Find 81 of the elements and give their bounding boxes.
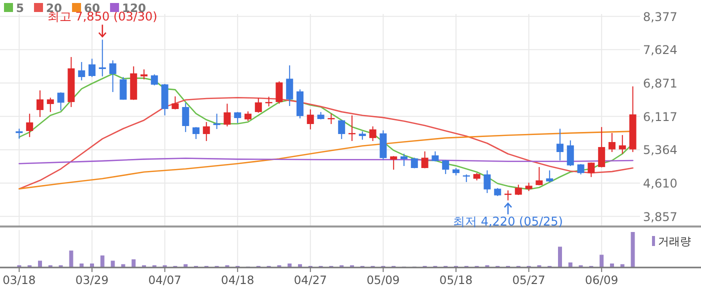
candlestick	[421, 150, 428, 169]
candlestick	[224, 103, 231, 127]
candlestick	[98, 39, 106, 77]
bar	[184, 264, 188, 267]
candlestick	[588, 162, 595, 178]
candlestick	[182, 102, 190, 133]
candlestick	[254, 98, 262, 114]
x-tick-label: 03/18	[2, 273, 36, 287]
candlestick	[566, 140, 574, 167]
candlestick	[286, 64, 294, 107]
bar	[132, 259, 136, 267]
candlestick	[202, 122, 210, 142]
bar	[38, 260, 42, 267]
candlestick	[140, 68, 148, 80]
candlestick	[536, 166, 543, 186]
candlestick	[432, 150, 439, 162]
candlestick	[556, 128, 564, 161]
y-tick-label: 7,624	[643, 43, 678, 58]
candlestick	[504, 190, 512, 201]
bar	[80, 264, 84, 267]
candlestick	[234, 112, 242, 124]
bar	[558, 246, 562, 267]
x-tick-label: 04/18	[221, 273, 254, 287]
x-tick-label: 05/18	[439, 273, 473, 287]
candlestick	[348, 114, 356, 142]
candlestick	[172, 96, 179, 110]
bar	[298, 264, 302, 267]
bar	[288, 264, 292, 267]
y-tick-label: 4,610	[643, 176, 678, 191]
bar	[620, 264, 624, 267]
bar	[600, 254, 604, 267]
candlestick	[369, 126, 376, 142]
x-tick-label: 06/09	[585, 273, 618, 287]
candlestick	[244, 110, 252, 122]
y-tick-label: 5,364	[643, 143, 678, 158]
legend-label: 거래량	[658, 235, 691, 248]
bar	[90, 264, 94, 267]
bar	[568, 262, 572, 267]
candlestick	[577, 164, 584, 175]
candlestick	[338, 120, 346, 140]
candlestick	[328, 113, 335, 125]
legend: 거래량	[652, 235, 691, 248]
candlestick	[306, 108, 314, 130]
candlestick	[46, 97, 54, 113]
candlestick	[192, 126, 200, 140]
candlestick	[88, 58, 96, 78]
x-tick-label: 05/09	[366, 273, 400, 287]
annotation: 최저 4,220 (05/25)	[453, 214, 563, 228]
y-tick-label: 6,117	[643, 110, 678, 124]
candlestick	[109, 60, 116, 93]
candlestick	[514, 184, 522, 196]
bar	[630, 232, 635, 267]
candlestick	[120, 76, 127, 100]
y-tick-label: 8,377	[643, 10, 678, 24]
candlestick	[57, 92, 64, 111]
x-tick-label: 05/27	[512, 273, 546, 287]
candlestick	[546, 170, 554, 183]
candlestick	[442, 160, 450, 175]
y-tick-label: 6,871	[643, 76, 678, 90]
candlestick	[608, 132, 616, 153]
line-series	[18, 97, 634, 190]
bar	[110, 260, 115, 267]
candlestick	[598, 126, 606, 168]
bar	[121, 264, 126, 267]
x-tick-label: 04/07	[148, 273, 182, 287]
candlestick	[484, 170, 491, 194]
bar	[69, 250, 74, 267]
candlestick	[26, 113, 34, 138]
candlestick	[390, 156, 398, 170]
candlestick	[36, 90, 44, 118]
bar	[100, 255, 104, 267]
legend-label: 5	[16, 1, 24, 15]
candlestick	[276, 80, 283, 104]
bar	[610, 264, 614, 267]
x-tick-label: 03/29	[75, 273, 109, 287]
candlestick	[400, 153, 408, 167]
candlestick	[78, 62, 86, 81]
y-tick-label: 3,857	[643, 210, 678, 224]
candlestick	[150, 74, 158, 86]
x-tick-label: 04/27	[294, 273, 327, 287]
candlestick	[618, 134, 626, 154]
